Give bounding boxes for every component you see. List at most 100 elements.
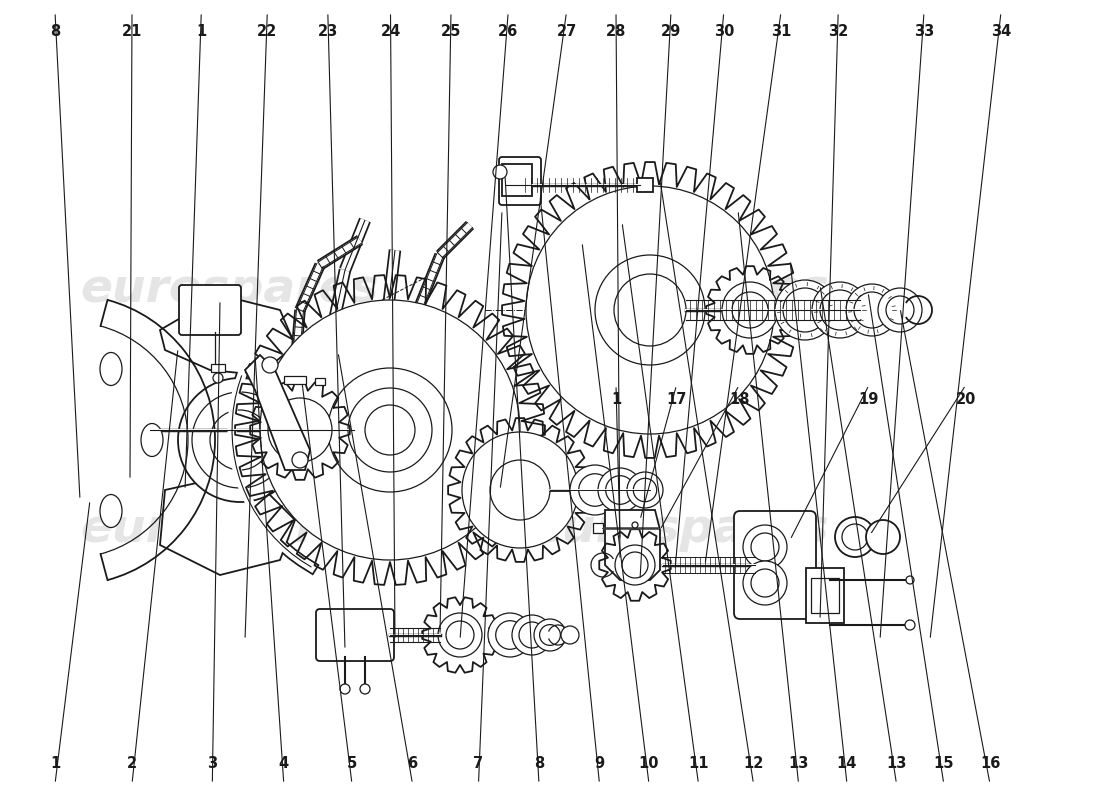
Text: 29: 29 bbox=[661, 25, 681, 39]
Circle shape bbox=[488, 613, 532, 657]
Text: 33: 33 bbox=[914, 25, 934, 39]
Circle shape bbox=[820, 290, 860, 330]
Circle shape bbox=[340, 684, 350, 694]
Text: 11: 11 bbox=[689, 757, 708, 771]
Text: 18: 18 bbox=[729, 393, 749, 407]
Circle shape bbox=[595, 255, 705, 365]
Ellipse shape bbox=[100, 494, 122, 527]
Bar bbox=[502, 164, 532, 196]
Circle shape bbox=[438, 613, 482, 657]
Text: 27: 27 bbox=[557, 25, 576, 39]
Circle shape bbox=[260, 300, 520, 560]
Text: 25: 25 bbox=[441, 25, 461, 39]
Text: 21: 21 bbox=[122, 25, 142, 39]
Circle shape bbox=[812, 282, 868, 338]
Bar bbox=[637, 178, 653, 192]
Text: 1: 1 bbox=[50, 757, 60, 771]
Circle shape bbox=[512, 615, 552, 655]
Circle shape bbox=[905, 620, 915, 630]
Circle shape bbox=[732, 292, 768, 328]
Bar bbox=[284, 376, 306, 384]
Circle shape bbox=[446, 621, 474, 649]
Circle shape bbox=[493, 165, 507, 179]
Bar bbox=[211, 364, 226, 372]
Circle shape bbox=[634, 478, 657, 502]
Circle shape bbox=[519, 622, 544, 648]
Circle shape bbox=[842, 524, 868, 550]
Circle shape bbox=[462, 432, 578, 548]
FancyBboxPatch shape bbox=[734, 511, 816, 619]
Circle shape bbox=[835, 517, 874, 557]
Circle shape bbox=[751, 533, 779, 561]
Text: 12: 12 bbox=[744, 757, 763, 771]
Text: 14: 14 bbox=[837, 757, 857, 771]
Circle shape bbox=[570, 465, 620, 515]
Text: 24: 24 bbox=[381, 25, 400, 39]
Circle shape bbox=[490, 460, 550, 520]
Text: 8: 8 bbox=[534, 757, 544, 771]
Text: 26: 26 bbox=[498, 25, 518, 39]
Circle shape bbox=[348, 388, 432, 472]
Circle shape bbox=[268, 398, 332, 462]
Circle shape bbox=[606, 476, 635, 504]
Circle shape bbox=[878, 288, 922, 332]
Text: 20: 20 bbox=[956, 393, 976, 407]
Circle shape bbox=[262, 357, 278, 373]
Polygon shape bbox=[245, 355, 310, 470]
Circle shape bbox=[496, 621, 525, 650]
Circle shape bbox=[776, 280, 835, 340]
Circle shape bbox=[292, 452, 308, 468]
Text: 34: 34 bbox=[991, 25, 1011, 39]
Text: 2: 2 bbox=[126, 757, 138, 771]
Polygon shape bbox=[160, 480, 295, 575]
Circle shape bbox=[178, 378, 303, 502]
Text: 15: 15 bbox=[934, 757, 954, 771]
Text: 4: 4 bbox=[278, 757, 289, 771]
Circle shape bbox=[615, 545, 654, 585]
Text: eurospares: eurospares bbox=[530, 507, 829, 553]
Circle shape bbox=[360, 684, 370, 694]
Bar bbox=[593, 523, 603, 533]
Bar bbox=[806, 567, 844, 622]
FancyBboxPatch shape bbox=[499, 157, 541, 205]
Text: 10: 10 bbox=[639, 757, 659, 771]
Circle shape bbox=[621, 552, 648, 578]
Circle shape bbox=[906, 576, 914, 584]
Text: eurospares: eurospares bbox=[80, 267, 380, 313]
Circle shape bbox=[742, 561, 786, 605]
Circle shape bbox=[742, 525, 786, 569]
Bar bbox=[315, 378, 324, 385]
FancyBboxPatch shape bbox=[316, 609, 394, 661]
Circle shape bbox=[722, 282, 778, 338]
Circle shape bbox=[213, 373, 223, 383]
Text: eurospares: eurospares bbox=[80, 507, 380, 553]
Circle shape bbox=[561, 626, 579, 644]
Circle shape bbox=[632, 522, 638, 528]
Circle shape bbox=[866, 520, 900, 554]
Polygon shape bbox=[605, 510, 660, 580]
FancyBboxPatch shape bbox=[179, 285, 241, 335]
Text: 28: 28 bbox=[606, 25, 626, 39]
Circle shape bbox=[534, 619, 566, 651]
Circle shape bbox=[598, 468, 642, 512]
Circle shape bbox=[192, 392, 288, 488]
Text: 13: 13 bbox=[887, 757, 906, 771]
Text: 3: 3 bbox=[207, 757, 218, 771]
Text: 31: 31 bbox=[771, 25, 791, 39]
Text: 17: 17 bbox=[667, 393, 686, 407]
Circle shape bbox=[886, 296, 914, 324]
Text: 19: 19 bbox=[859, 393, 879, 407]
Circle shape bbox=[846, 284, 898, 336]
Text: 13: 13 bbox=[789, 757, 808, 771]
Text: 23: 23 bbox=[318, 25, 338, 39]
Bar bbox=[811, 578, 839, 613]
Text: 7: 7 bbox=[473, 757, 484, 771]
Polygon shape bbox=[160, 295, 295, 375]
Text: 1: 1 bbox=[610, 393, 621, 407]
Circle shape bbox=[328, 368, 452, 492]
Text: 5: 5 bbox=[346, 757, 358, 771]
Ellipse shape bbox=[100, 353, 122, 386]
Text: 9: 9 bbox=[594, 757, 605, 771]
Circle shape bbox=[751, 569, 779, 597]
Circle shape bbox=[540, 625, 560, 646]
